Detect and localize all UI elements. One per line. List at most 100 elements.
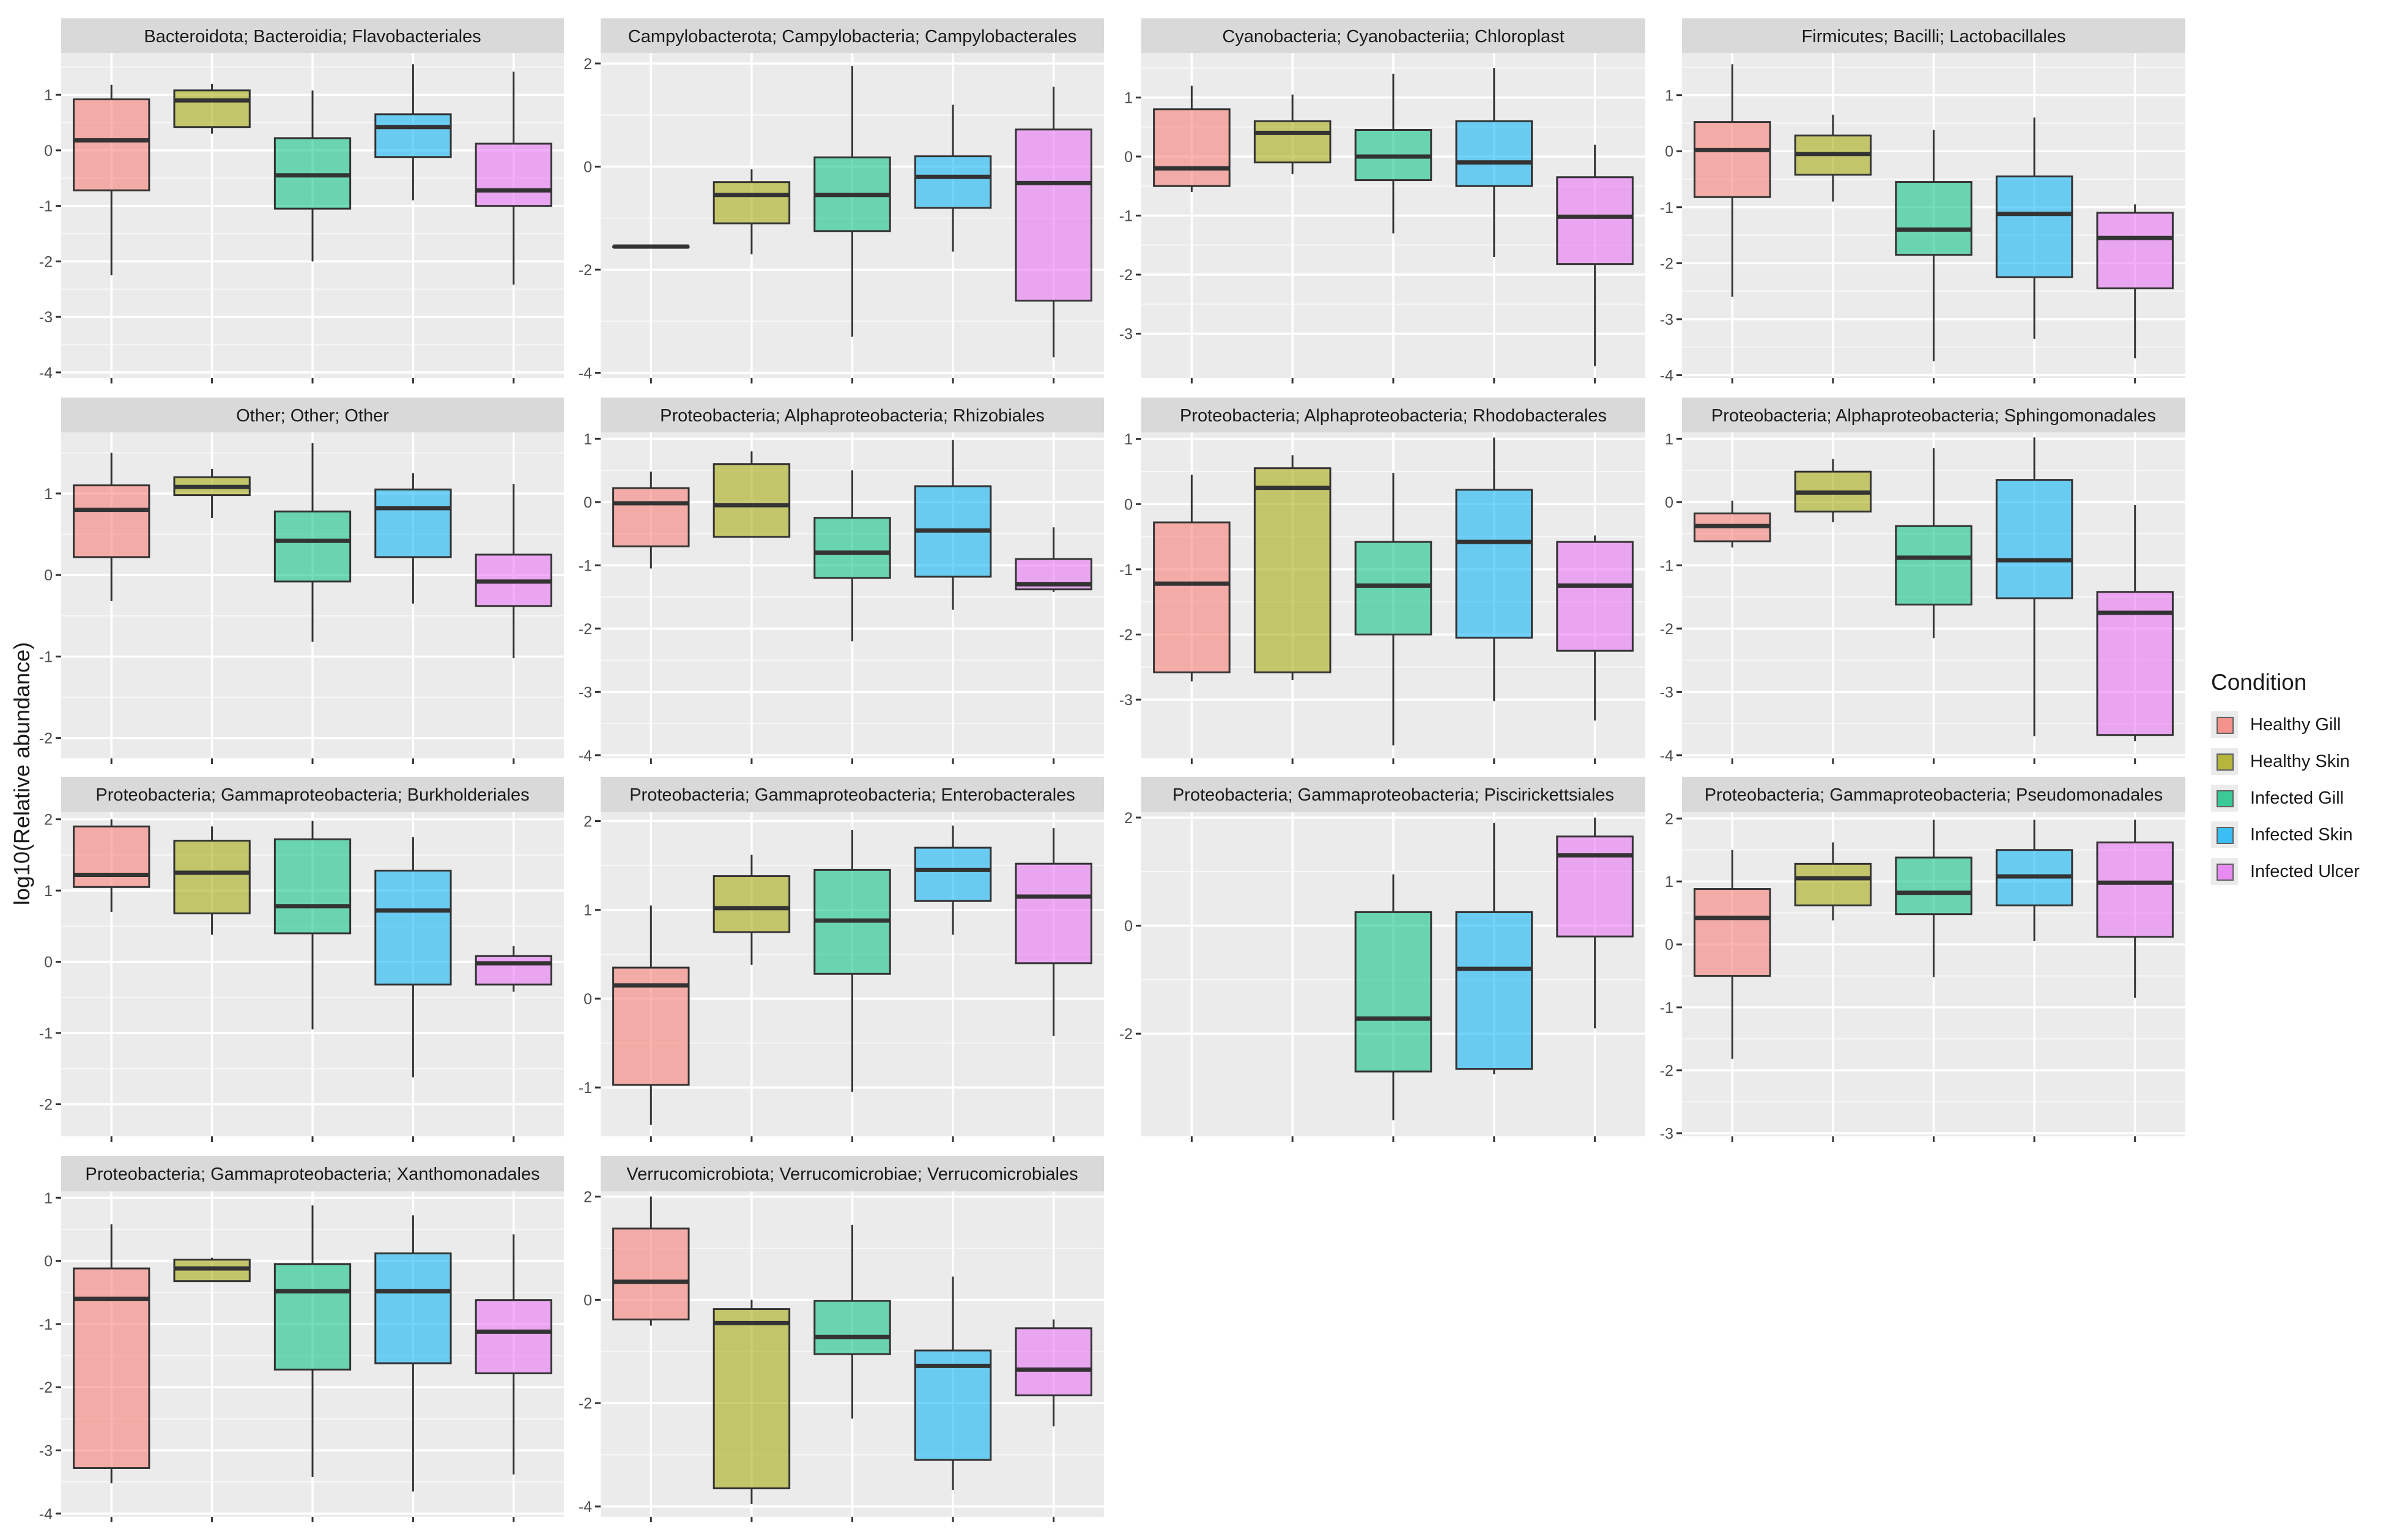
box-body xyxy=(374,113,452,158)
y-tick-label: -2 xyxy=(39,1379,53,1396)
y-axis-label: log10(Relative abundance) xyxy=(9,642,34,905)
legend-item: Infected Gill xyxy=(2211,780,2382,816)
box-healthy-gill xyxy=(1153,475,1231,682)
legend-item: Healthy Gill xyxy=(2211,706,2382,743)
box-infected-skin xyxy=(1455,823,1533,1075)
box-body xyxy=(1015,1327,1092,1397)
facet-title: Proteobacteria; Gammaproteobacteria; Ent… xyxy=(629,785,1075,805)
box-healthy-skin xyxy=(713,169,791,254)
legend-label: Infected Skin xyxy=(2250,824,2353,845)
facet-title: Firmicutes; Bacilli; Lactobacillales xyxy=(1802,27,2066,46)
y-tick-label: -2 xyxy=(39,730,53,747)
box-body xyxy=(1253,120,1332,164)
box-body xyxy=(813,517,891,579)
y-tick-label: 1 xyxy=(583,431,592,448)
box-body xyxy=(1556,541,1634,652)
y-tick-label: -4 xyxy=(1660,747,1673,764)
box-infected-skin xyxy=(914,440,992,610)
facet-strip xyxy=(1682,398,2185,432)
box-infected-skin xyxy=(1995,117,2073,339)
box-body xyxy=(713,181,791,224)
box-infected-ulcer xyxy=(2096,505,2174,742)
box-infected-gill xyxy=(1895,448,1972,639)
legend-key xyxy=(2211,748,2238,775)
y-tick-label: -1 xyxy=(1660,999,1673,1016)
y-tick-label: -3 xyxy=(579,684,592,701)
y-tick-label: -2 xyxy=(579,621,592,638)
y-tick-label: 0 xyxy=(583,991,592,1008)
box-body xyxy=(713,1308,791,1490)
y-tick-label: -1 xyxy=(1119,208,1133,225)
box-infected-ulcer xyxy=(1015,527,1092,592)
facet-title: Verrucomicrobiota; Verrucomicrobiae; Ver… xyxy=(626,1164,1078,1184)
box-body xyxy=(1995,479,2073,599)
box-body xyxy=(713,463,791,538)
y-tick-label: -1 xyxy=(579,557,592,574)
box-body xyxy=(2096,212,2174,290)
box-body xyxy=(273,838,352,935)
y-tick-label: -4 xyxy=(39,1506,53,1523)
box-body xyxy=(73,484,150,558)
legend-swatch xyxy=(2217,864,2234,881)
box-body xyxy=(1253,467,1332,673)
box-body xyxy=(73,825,150,888)
y-tick-label: -1 xyxy=(1660,557,1673,574)
legend-item: Healthy Skin xyxy=(2211,743,2382,780)
facet-title: Proteobacteria; Gammaproteobacteria; Xan… xyxy=(85,1164,539,1184)
legend-label: Infected Ulcer xyxy=(2250,861,2360,881)
y-tick-label: -2 xyxy=(1660,255,1673,272)
legend-key xyxy=(2211,711,2238,738)
y-tick-label: 1 xyxy=(44,87,53,104)
y-tick-label: -2 xyxy=(1660,621,1673,638)
box-healthy-skin xyxy=(1794,114,1872,202)
facet-strip xyxy=(1141,18,1645,53)
facet-strip xyxy=(1682,777,2185,812)
facet-title: Proteobacteria; Gammaproteobacteria; Bur… xyxy=(95,785,529,805)
box-healthy-skin xyxy=(173,468,251,518)
legend-swatch xyxy=(2217,717,2234,734)
box-body xyxy=(1354,911,1432,1073)
y-tick-label: 0 xyxy=(1665,143,1673,160)
y-tick-label: 0 xyxy=(44,954,53,971)
box-infected-ulcer xyxy=(1556,535,1634,721)
legend-swatch xyxy=(2217,827,2234,844)
facet-strip xyxy=(61,398,564,432)
facet-title: Bacteroidota; Bacteroidia; Flavobacteria… xyxy=(144,27,481,46)
y-tick-label: 1 xyxy=(583,902,592,919)
box-infected-gill xyxy=(1895,130,1972,361)
box-healthy-gill xyxy=(73,819,150,913)
facet-strip xyxy=(1141,777,1645,812)
box-body xyxy=(1556,176,1634,265)
y-tick-label: 1 xyxy=(1665,87,1673,105)
box-infected-ulcer xyxy=(475,946,552,992)
facet-strip xyxy=(601,1156,1104,1191)
facet-panel: Cyanobacteria; Cyanobacteriia; Chloropla… xyxy=(1119,18,1645,383)
facet-strip xyxy=(61,1156,564,1191)
box-body xyxy=(1455,911,1533,1070)
legend-label: Infected Gill xyxy=(2250,788,2344,808)
legend-title: Condition xyxy=(2211,670,2307,695)
facet-panel: Other; Other; Other 1 0 -1 -2 xyxy=(39,398,564,764)
box-infected-gill xyxy=(813,66,891,337)
y-tick-label: 1 xyxy=(1665,873,1673,890)
box-healthy-skin xyxy=(1253,455,1332,681)
y-tick-label: -1 xyxy=(39,1025,53,1042)
legend-swatch xyxy=(2217,753,2234,771)
box-infected-gill xyxy=(813,1224,891,1419)
box-body xyxy=(1455,120,1533,187)
y-tick-label: 0 xyxy=(1124,496,1133,513)
y-tick-label: 0 xyxy=(44,1253,53,1270)
facet-panel: Proteobacteria; Gammaproteobacteria; Ent… xyxy=(579,777,1104,1142)
box-infected-skin xyxy=(914,105,992,252)
facet-title: Proteobacteria; Alphaproteobacteria; Sph… xyxy=(1711,406,2156,426)
facet-title: Cyanobacteria; Cyanobacteriia; Chloropla… xyxy=(1222,27,1564,46)
facet-panel: Verrucomicrobiota; Verrucomicrobiae; Ver… xyxy=(579,1156,1104,1522)
y-tick-label: -1 xyxy=(39,648,53,665)
y-tick-label: 0 xyxy=(44,567,53,584)
facet-title: Proteobacteria; Alphaproteobacteria; Rhi… xyxy=(660,406,1045,426)
box-body xyxy=(1694,888,1771,977)
box-infected-gill xyxy=(1354,473,1432,746)
legend-label: Healthy Skin xyxy=(2250,751,2350,771)
box-infected-ulcer xyxy=(1015,86,1092,358)
box-body xyxy=(173,840,251,914)
